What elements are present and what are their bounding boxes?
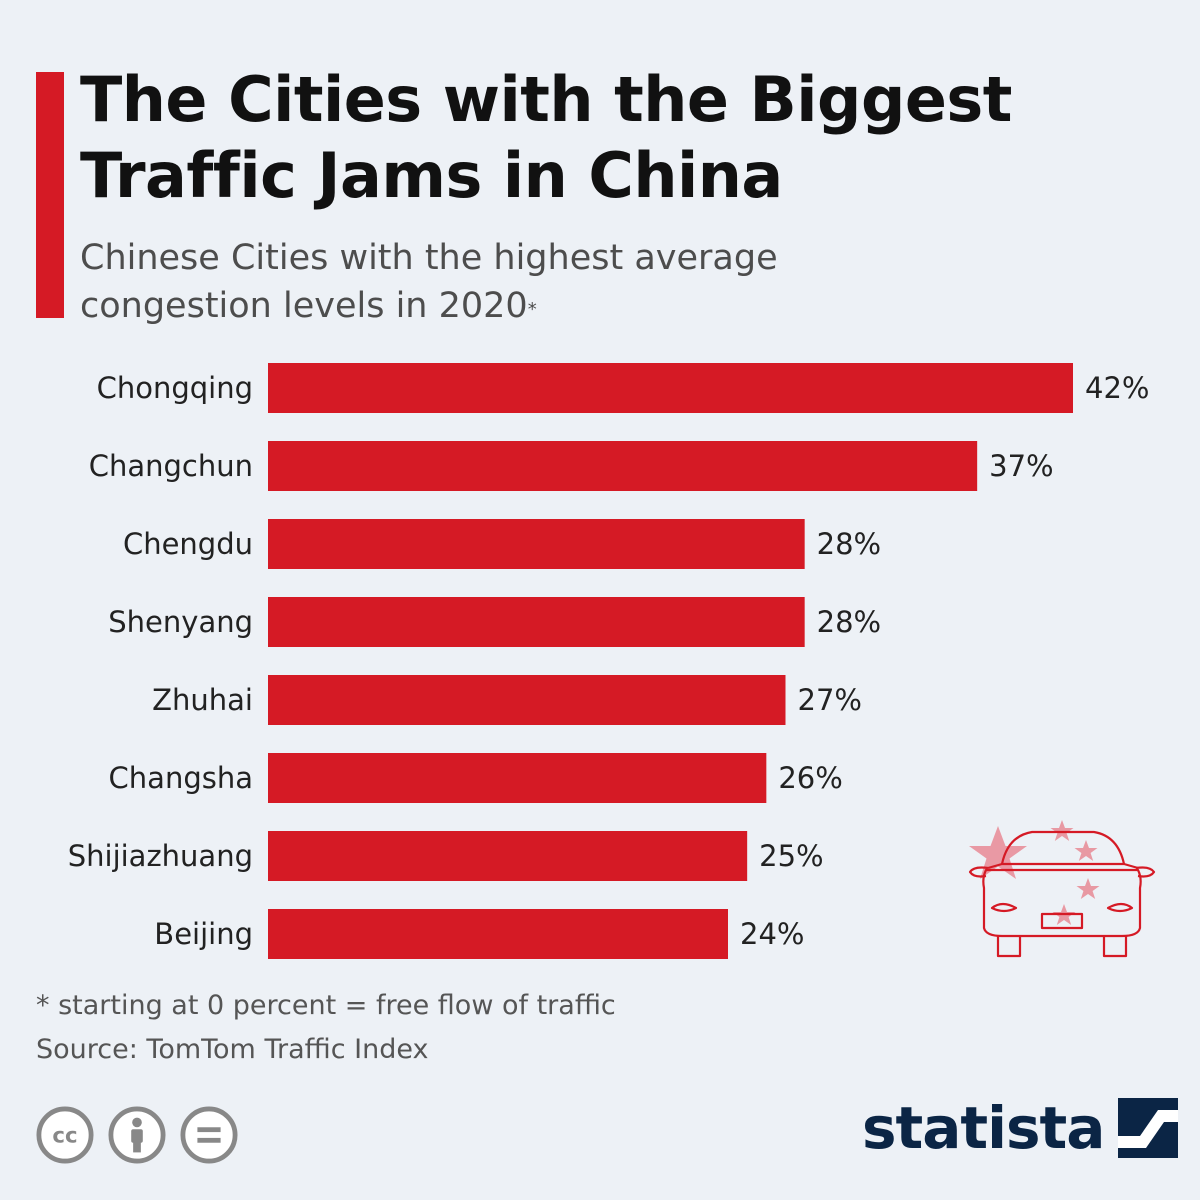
value-label: 42% (1085, 371, 1149, 405)
bar[interactable] (268, 675, 786, 725)
category-label: Beijing (154, 917, 253, 951)
category-label: Changchun (89, 449, 253, 483)
category-label: Shijiazhuang (68, 839, 253, 873)
large-star-icon (969, 826, 1027, 879)
category-label: Chongqing (97, 371, 253, 405)
bar[interactable] (268, 909, 728, 959)
svg-text:cc: cc (52, 1124, 77, 1149)
cc-icon[interactable]: cc (36, 1106, 94, 1164)
bar[interactable] (268, 441, 978, 491)
bar[interactable] (268, 597, 805, 647)
attribution-icon[interactable] (108, 1106, 166, 1164)
statista-logo[interactable]: statista (862, 1094, 1179, 1162)
car-icon (968, 820, 1156, 958)
subtitle-footnote-marker: * (527, 299, 537, 320)
bar[interactable] (268, 519, 805, 569)
statista-wordmark: statista (862, 1094, 1105, 1162)
footnote: * starting at 0 percent = free flow of t… (36, 990, 616, 1021)
category-label: Zhuhai (152, 683, 253, 717)
value-label: 28% (817, 527, 881, 561)
subtitle-text: Chinese Cities with the highest average … (80, 238, 778, 326)
value-label: 26% (778, 761, 842, 795)
bar[interactable] (268, 753, 767, 803)
value-label: 27% (798, 683, 862, 717)
source-note: Source: TomTom Traffic Index (36, 1034, 429, 1065)
small-star-icon (1050, 820, 1074, 841)
bar[interactable] (268, 363, 1073, 413)
small-star-icon (1076, 878, 1100, 899)
small-star-icon (1074, 840, 1098, 861)
statista-logo-icon (1118, 1098, 1179, 1158)
no-derivatives-icon[interactable] (180, 1106, 238, 1164)
value-label: 25% (759, 839, 823, 873)
title-accent-bar (36, 72, 64, 318)
value-label: 37% (989, 449, 1053, 483)
category-label: Changsha (109, 761, 253, 795)
chart-subtitle: Chinese Cities with the highest average … (80, 234, 980, 330)
bar[interactable] (268, 831, 748, 881)
value-label: 28% (817, 605, 881, 639)
value-label: 24% (740, 917, 804, 951)
category-label: Shenyang (108, 605, 253, 639)
chart-title: The Cities with the Biggest Traffic Jams… (80, 63, 1012, 212)
license-icons: cc (36, 1106, 238, 1164)
bar-chart: Chongqing 42% Changchun 37% Chengdu 28% Shenya… (68, 363, 1149, 959)
category-label: Chengdu (123, 527, 253, 561)
